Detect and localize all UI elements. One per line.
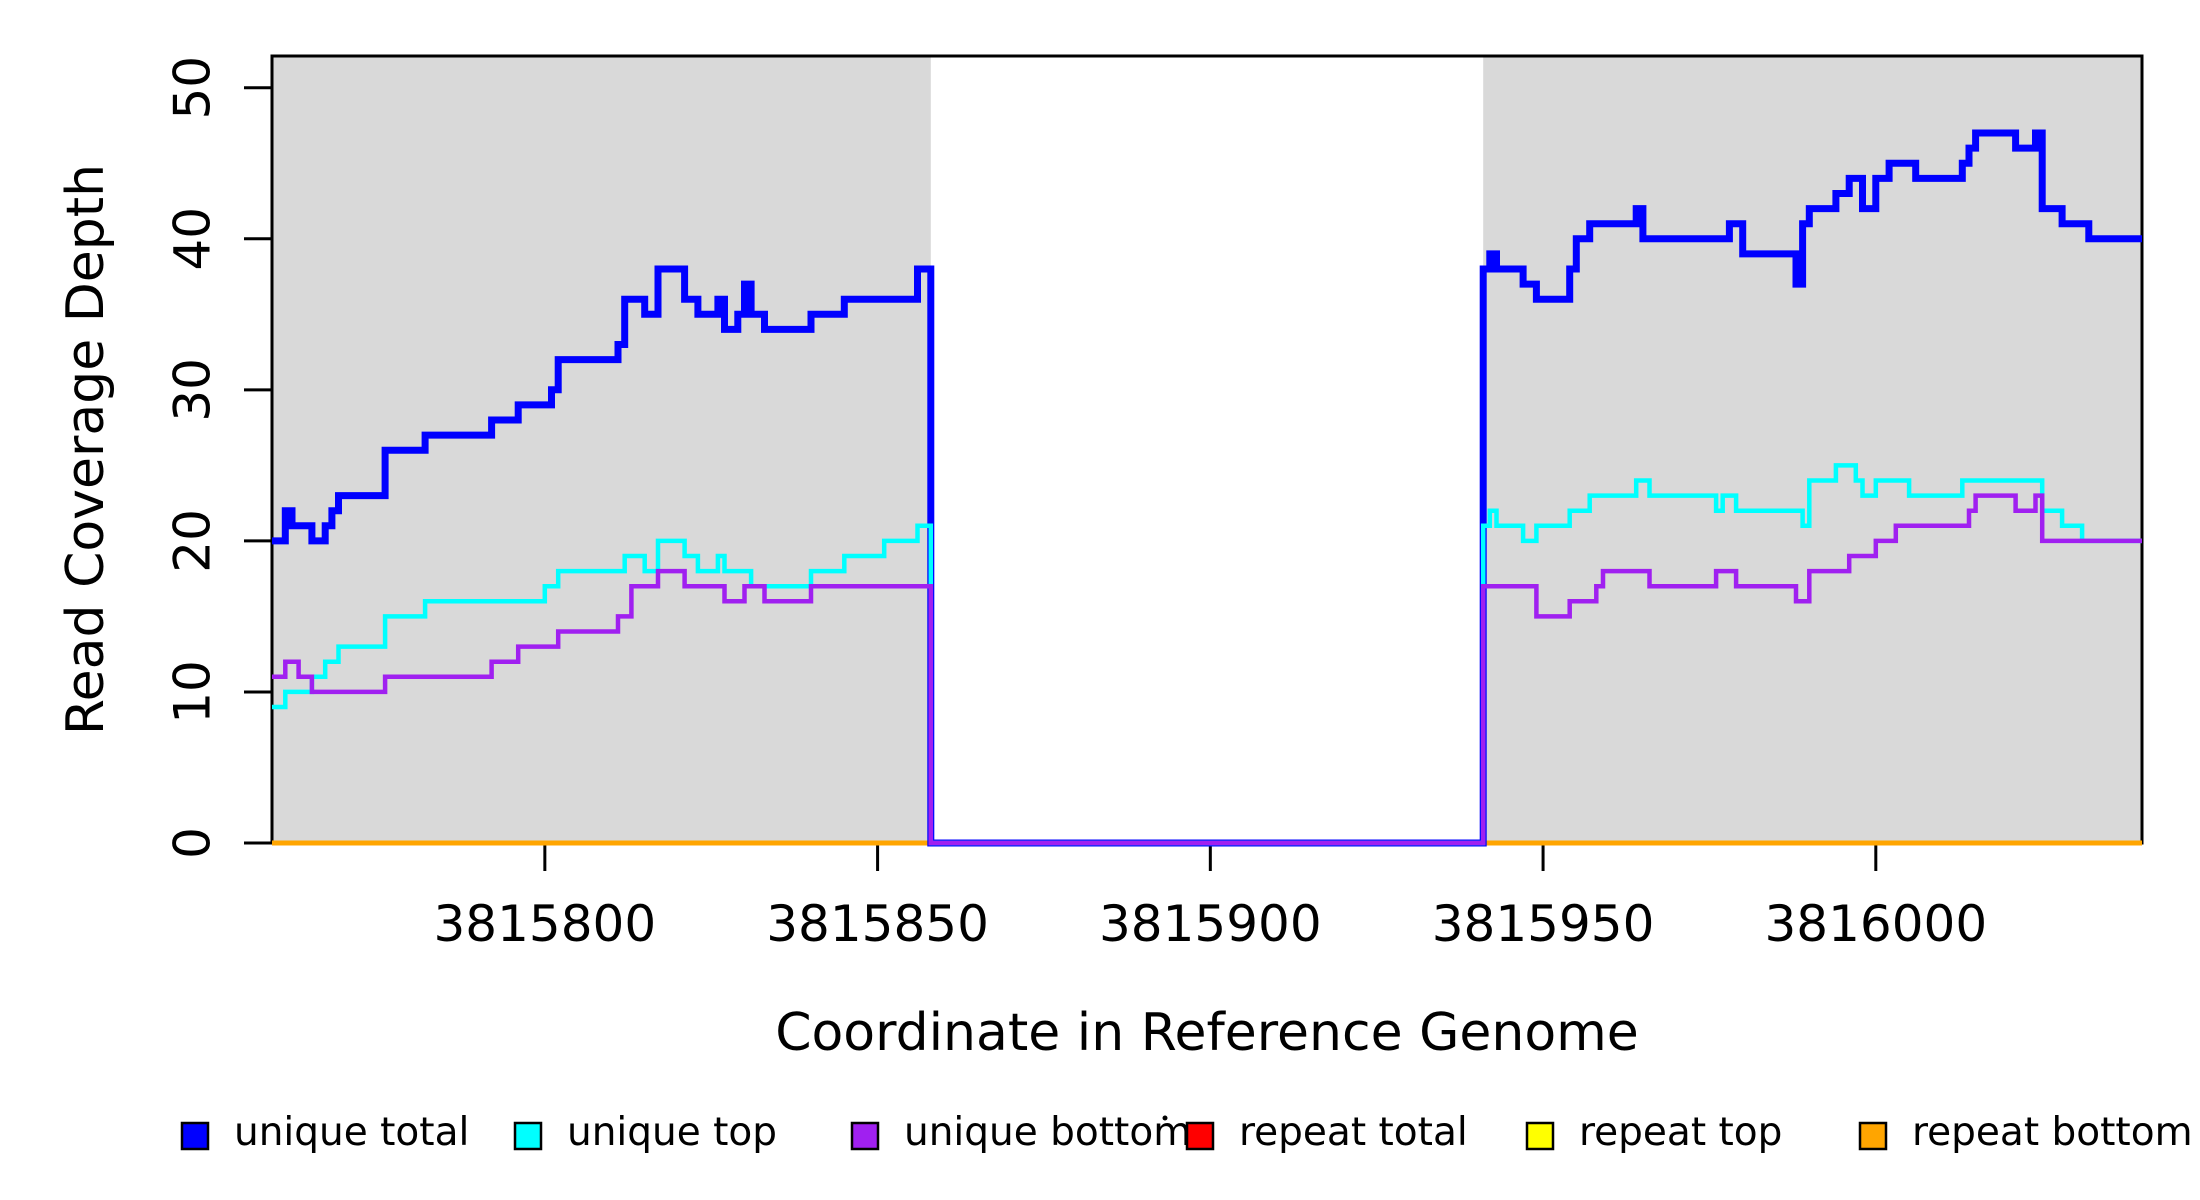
legend-label: repeat top: [1579, 1110, 1782, 1155]
y-axis-title: Read Coverage Depth: [56, 164, 116, 735]
legend-swatch: [1525, 1121, 1555, 1151]
y-tick-label: 50: [164, 56, 222, 120]
legend-swatch: [180, 1121, 210, 1151]
series-unique-bottom: [272, 493, 2142, 846]
legend-item-repeat-total: repeat total: [1185, 1110, 1468, 1155]
legend-item-repeat-bottom: repeat bottom: [1858, 1110, 2193, 1155]
shaded-region-1: [1483, 56, 2142, 843]
legend-item-unique-top: unique top: [513, 1110, 777, 1155]
legend-label: unique top: [567, 1110, 777, 1155]
x-tick-label: 3815800: [434, 895, 657, 953]
legend-item-unique-total: unique total: [180, 1110, 469, 1155]
series-unique-top: [272, 463, 2142, 846]
x-tick-label: 3816000: [1764, 895, 1987, 953]
legend-label: unique total: [234, 1110, 469, 1155]
legend-swatch: [1858, 1121, 1888, 1151]
legend-label: unique bottom: [904, 1110, 1191, 1155]
y-tick-label: 20: [164, 509, 222, 573]
shaded-region-0: [272, 56, 931, 843]
y-tick-label: 0: [164, 827, 222, 859]
x-tick-label: 3815850: [766, 895, 989, 953]
x-tick-label: 3815950: [1432, 895, 1655, 953]
legend-label: repeat bottom: [1912, 1110, 2193, 1155]
x-axis-title: Coordinate in Reference Genome: [775, 1003, 1639, 1063]
y-tick-label: 30: [164, 358, 222, 422]
y-tick-label: 40: [164, 207, 222, 271]
legend-swatch: [513, 1121, 543, 1151]
legend-item-repeat-top: repeat top: [1525, 1110, 1782, 1155]
legend-swatch: [1185, 1121, 1215, 1151]
legend-label: repeat total: [1239, 1110, 1468, 1155]
legend-item-unique-bottom: unique bottom: [850, 1110, 1191, 1155]
x-tick-label: 3815900: [1099, 895, 1322, 953]
legend-swatch: [850, 1121, 880, 1151]
legend-artifact-dot: [1162, 1115, 1168, 1121]
y-tick-label: 10: [164, 660, 222, 724]
